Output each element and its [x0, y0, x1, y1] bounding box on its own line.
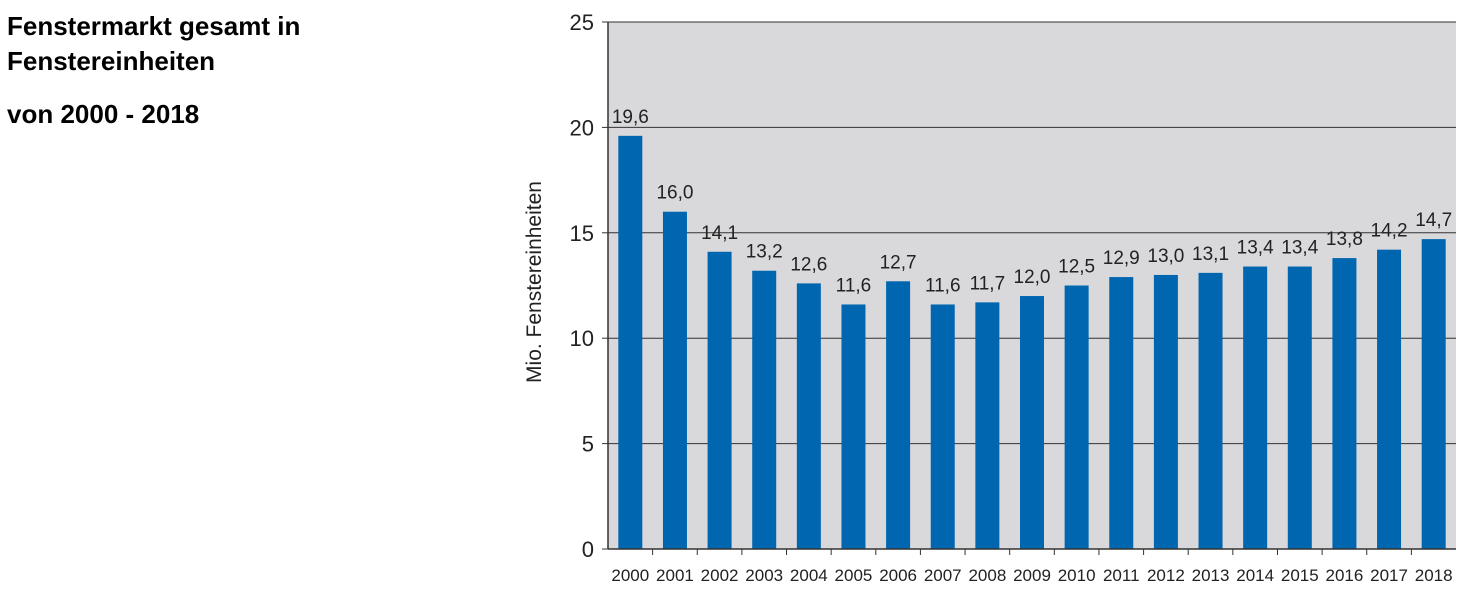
y-tick-labels: 0 5 10 15 20 25 [570, 10, 594, 562]
x-tick-label-2010: 2010 [1058, 566, 1096, 585]
x-tick-label-2017: 2017 [1370, 566, 1408, 585]
data-label-2008: 11,7 [970, 273, 1006, 294]
x-tick-label-2004: 2004 [790, 566, 828, 585]
data-label-2018: 14,7 [1415, 210, 1452, 231]
data-label-2014: 13,4 [1237, 238, 1274, 259]
chart-subtitle: von 2000 - 2018 [7, 99, 200, 129]
data-label-2016: 13,8 [1326, 229, 1363, 250]
bar-2002 [707, 251, 732, 549]
data-label-2004: 12,6 [790, 254, 827, 275]
bar-2000 [618, 135, 643, 549]
bar-2011 [1109, 277, 1134, 549]
y-tick-label: 10 [570, 326, 594, 351]
y-tick-label: 15 [570, 221, 594, 246]
bar-2018 [1421, 239, 1446, 549]
bar-2001 [662, 211, 687, 549]
bar-2017 [1377, 249, 1402, 549]
bar-2009 [1020, 296, 1044, 549]
data-label-2002: 14,1 [701, 223, 738, 244]
data-label-2009: 12,0 [1014, 267, 1051, 288]
data-label-2012: 13,0 [1147, 246, 1184, 267]
data-label-2003: 13,2 [746, 242, 783, 263]
bar-2014 [1243, 266, 1268, 549]
x-tick-labels: 2000 2001 2002 2003 2004 2005 2006 2007 2008 2009… [611, 566, 1452, 585]
x-tick-label-2012: 2012 [1147, 566, 1185, 585]
bars [618, 135, 1446, 549]
bar-2010 [1064, 285, 1089, 549]
x-tick-label-2000: 2000 [611, 566, 649, 585]
bar-2016 [1332, 258, 1357, 549]
data-label-2005: 11,6 [836, 275, 872, 296]
x-tick-label-2006: 2006 [879, 566, 917, 585]
data-label-2000: 19,6 [612, 107, 649, 128]
x-tick-label-2005: 2005 [835, 566, 873, 585]
data-label-2006: 12,7 [880, 252, 917, 273]
x-tick-label-2018: 2018 [1415, 566, 1453, 585]
x-tick-label-2002: 2002 [701, 566, 739, 585]
y-tick-label: 20 [570, 115, 594, 140]
bar-2015 [1287, 266, 1312, 549]
data-label-2015: 13,4 [1281, 238, 1318, 259]
x-tick-label-2009: 2009 [1013, 566, 1051, 585]
chart-title: Fenstermarkt gesamt in Fenstereinheiten [7, 9, 300, 79]
x-tick-label-2011: 2011 [1103, 566, 1140, 585]
data-label-2001: 16,0 [656, 183, 693, 204]
x-tick-label-2001: 2001 [656, 566, 694, 585]
bar-2005 [841, 304, 866, 549]
data-label-2007: 11,6 [925, 275, 961, 296]
y-tick-label: 5 [582, 432, 594, 457]
x-tick-label-2015: 2015 [1281, 566, 1319, 585]
value-labels: 19,6 16,0 14,1 13,2 12,6 11,6 12,7 11,6 11,7 12,0… [612, 107, 1452, 297]
data-label-2010: 12,5 [1058, 257, 1095, 278]
bar-2012 [1153, 274, 1178, 549]
x-tick-label-2007: 2007 [924, 566, 962, 585]
data-label-2011: 12,9 [1103, 248, 1140, 269]
bar-2007 [930, 304, 955, 549]
chart-title-line-2: Fenstereinheiten [7, 46, 216, 76]
bar-2008 [975, 302, 1000, 549]
bar-2004 [796, 283, 821, 549]
y-tick-label: 0 [582, 537, 594, 562]
data-label-2017: 14,2 [1371, 221, 1408, 242]
x-tick-label-2003: 2003 [745, 566, 783, 585]
x-tick-label-2013: 2013 [1192, 566, 1230, 585]
x-tick-label-2014: 2014 [1236, 566, 1274, 585]
axes [602, 21, 1456, 555]
y-tick-label: 25 [570, 10, 594, 35]
chart-title-line-1: Fenstermarkt gesamt in [7, 11, 301, 41]
x-tick-label-2016: 2016 [1326, 566, 1364, 585]
bar-2003 [752, 270, 777, 549]
data-label-2013: 13,1 [1192, 244, 1229, 265]
bar-2006 [886, 281, 911, 549]
y-axis-label: Mio. Fenstereinheiten [523, 181, 546, 383]
x-tick-label-2008: 2008 [968, 566, 1006, 585]
bar-2013 [1198, 272, 1223, 549]
